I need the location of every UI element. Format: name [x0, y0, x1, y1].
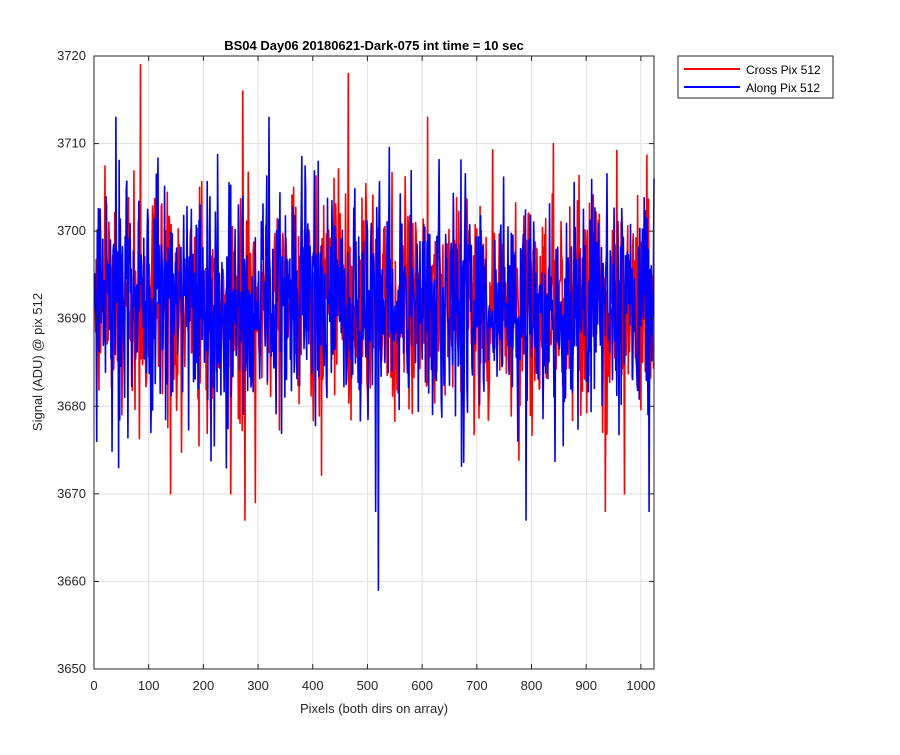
x-axis-label: Pixels (both dirs on array): [300, 701, 448, 716]
y-tick-label: 3670: [57, 486, 86, 501]
legend-box: [677, 55, 834, 99]
x-tick-label: 900: [575, 678, 597, 693]
x-tick-label: 0: [90, 678, 97, 693]
plot-area: [94, 56, 654, 669]
x-tick-label: 300: [247, 678, 269, 693]
chart-title: BS04 Day06 20180621-Dark-075 int time = …: [224, 38, 524, 53]
y-tick-label: 3660: [57, 573, 86, 588]
y-tick-label: 3650: [57, 661, 86, 676]
x-tick-label: 400: [302, 678, 324, 693]
legend-label-cross: Cross Pix 512: [746, 63, 821, 77]
y-tick-label: 3680: [57, 398, 86, 413]
y-tick-label: 3720: [57, 48, 86, 63]
x-tick-label: 700: [466, 678, 488, 693]
x-tick-label: 100: [138, 678, 160, 693]
series-line-along-pix: [93, 116, 655, 591]
y-tick-label: 3690: [57, 311, 86, 326]
y-tick-label: 3710: [57, 136, 86, 151]
axis-ticks: 0 100 200 300 400 500 600 700 800 900 1000 3650 3660…: [57, 48, 655, 693]
x-tick-label: 600: [411, 678, 433, 693]
x-tick-label: 1000: [626, 678, 655, 693]
legend: Cross Pix 512 Along Pix 512: [677, 55, 834, 99]
series-layer: [93, 63, 655, 591]
x-tick-label: 800: [521, 678, 543, 693]
x-tick-label: 200: [193, 678, 215, 693]
y-axis-label: Signal (ADU) @ pix 512: [30, 293, 45, 431]
x-tick-label: 500: [357, 678, 379, 693]
plot-frame: [93, 55, 655, 670]
y-tick-label: 3700: [57, 223, 86, 238]
legend-label-along: Along Pix 512: [746, 81, 820, 95]
